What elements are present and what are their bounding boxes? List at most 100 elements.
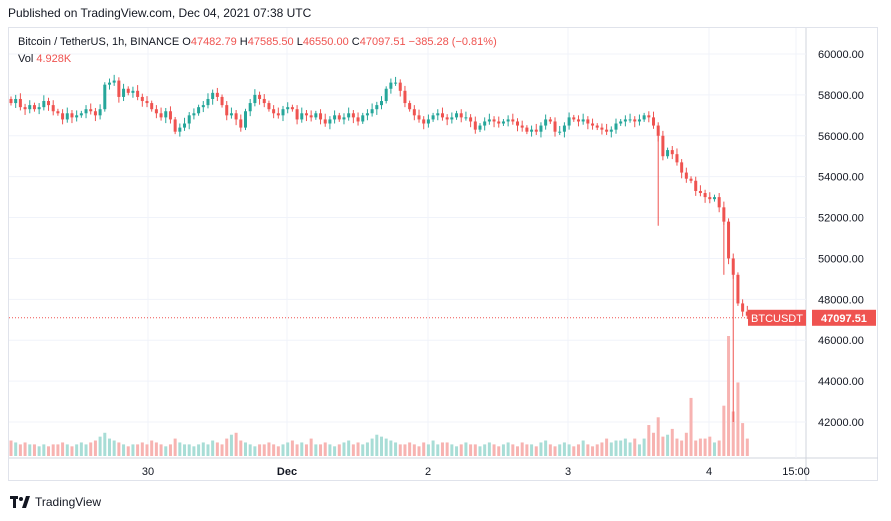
volume-bar xyxy=(328,444,332,456)
volume-bar xyxy=(628,442,632,456)
candle-body xyxy=(79,113,83,116)
low-label: L xyxy=(296,36,303,48)
candle-body xyxy=(591,123,595,126)
volume-bar xyxy=(586,444,590,456)
candle-body xyxy=(530,129,534,132)
volume-bar xyxy=(300,442,304,456)
chart-frame[interactable] xyxy=(8,27,878,481)
candle-body xyxy=(131,90,135,93)
volume-bar xyxy=(544,440,548,456)
volume-bar xyxy=(600,442,604,456)
candle-body xyxy=(562,125,566,132)
candle-body xyxy=(98,109,102,116)
candle-body xyxy=(642,115,646,120)
candle-body xyxy=(380,101,383,106)
tradingview-logo-icon xyxy=(10,496,30,508)
volume-bar xyxy=(666,434,670,456)
last-price-tag: BTCUSDT 47097.51 xyxy=(9,309,876,326)
volume-bar xyxy=(14,442,18,456)
volume-bar xyxy=(656,417,660,456)
volume-bar xyxy=(18,444,22,456)
volume-bar xyxy=(727,336,731,456)
candle-body xyxy=(290,107,294,110)
candle-body xyxy=(633,119,637,122)
volume-bar xyxy=(591,446,595,456)
candle-body xyxy=(553,121,557,132)
candle-body xyxy=(656,125,660,136)
volume-bar xyxy=(614,440,618,456)
candles xyxy=(9,74,754,422)
volume-bar xyxy=(150,440,154,456)
volume-bar xyxy=(107,438,111,456)
candle-body xyxy=(384,88,388,102)
time-axis: 30 Dec 2 3 4 15:00 xyxy=(142,466,810,478)
volume-bar xyxy=(351,444,355,456)
candle-body xyxy=(525,127,529,132)
candle-body xyxy=(84,109,88,114)
candle-body xyxy=(197,107,201,114)
candle-body xyxy=(337,115,341,120)
volume-bar xyxy=(745,438,749,456)
volume-bar xyxy=(197,444,201,456)
volume-bar xyxy=(426,444,430,456)
candle-body xyxy=(722,207,726,222)
volume-bar xyxy=(211,440,215,456)
volume-bar xyxy=(652,432,656,456)
price-tag-bg xyxy=(812,309,876,326)
volume-bar xyxy=(408,442,412,456)
candle-body xyxy=(18,98,22,108)
volume-bar xyxy=(126,446,130,456)
volume-bar xyxy=(117,442,121,456)
candle-body xyxy=(501,121,505,124)
volume-bar xyxy=(93,440,97,456)
volume-bar xyxy=(42,444,46,456)
volume-bar xyxy=(741,423,745,456)
volume-bar xyxy=(722,405,726,456)
candle-body xyxy=(243,111,247,128)
candle-body xyxy=(483,121,487,126)
volume-bar xyxy=(136,444,140,456)
volume-bar xyxy=(478,446,482,456)
candle-body xyxy=(122,88,126,97)
volume-bar xyxy=(89,442,93,456)
candle-body xyxy=(168,111,172,120)
candle-body xyxy=(727,221,731,259)
candle-body xyxy=(455,113,459,118)
volume-bar xyxy=(605,438,609,456)
candle-body xyxy=(286,107,290,110)
candle-body xyxy=(431,115,435,120)
volume-bar xyxy=(464,442,468,456)
volume-bar xyxy=(215,442,219,456)
candle-body xyxy=(229,113,233,116)
candle-body xyxy=(623,119,627,122)
candle-body xyxy=(473,121,477,130)
candle-body xyxy=(32,105,36,110)
candle-body xyxy=(736,274,740,304)
candle-body xyxy=(61,113,65,120)
candle-body xyxy=(703,193,707,198)
candle-body xyxy=(361,115,365,122)
candle-body xyxy=(680,162,684,173)
candle-body xyxy=(412,109,416,116)
volume-bar xyxy=(290,440,294,456)
candle-body xyxy=(520,125,524,128)
candle-body xyxy=(145,101,149,104)
candle-body xyxy=(539,125,543,132)
candle-body xyxy=(150,103,154,110)
volume-bar xyxy=(637,444,641,456)
brand-name: TradingView xyxy=(35,495,102,509)
candle-body xyxy=(211,92,215,99)
candle-body xyxy=(117,80,121,97)
price-axis: 60000.00 58000.00 56000.00 54000.00 52000.00… xyxy=(818,49,864,429)
candle-body xyxy=(370,109,374,114)
volume-bar xyxy=(459,444,463,456)
candle-body xyxy=(23,107,27,110)
candle-body xyxy=(497,121,501,124)
tradingview-footer[interactable]: TradingView xyxy=(10,495,101,509)
volume-bar xyxy=(440,442,444,456)
volume-label[interactable]: Vol xyxy=(18,53,34,65)
y-tick-label: 46000.00 xyxy=(818,335,864,347)
volume-bar xyxy=(525,444,529,456)
symbol-label[interactable]: Bitcoin / TetherUS, 1h, BINANCE xyxy=(18,36,180,48)
